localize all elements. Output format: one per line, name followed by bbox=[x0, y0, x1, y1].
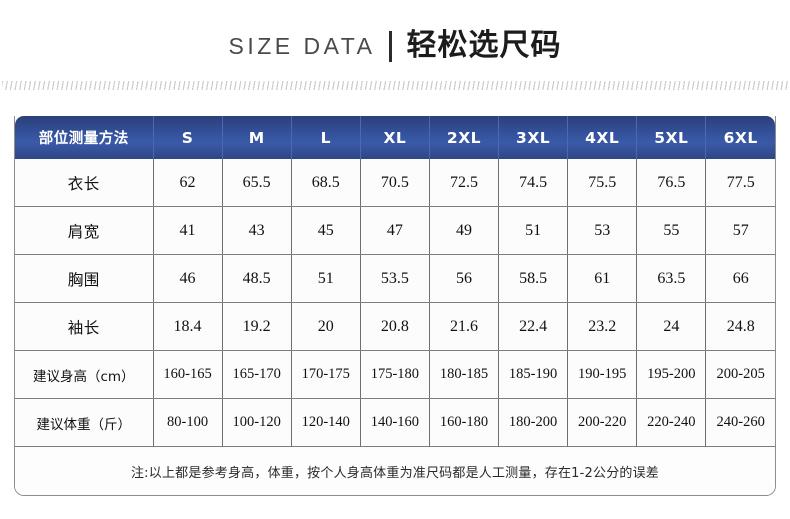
tick-divider-pattern bbox=[2, 80, 788, 90]
table-cell: 77.5 bbox=[705, 159, 775, 207]
table-cell: 63.5 bbox=[636, 254, 707, 303]
table-cell: 100-120 bbox=[221, 398, 292, 447]
table-cell: 200-220 bbox=[567, 398, 638, 447]
header-cell-label: 部位测量方法 bbox=[15, 116, 154, 159]
table-cell: 160-180 bbox=[428, 398, 500, 447]
table-cell: 68.5 bbox=[290, 159, 361, 207]
table-cell: 200-205 bbox=[705, 350, 775, 399]
table-cell: 72.5 bbox=[428, 159, 500, 207]
header-cell-3xl: 3XL bbox=[498, 116, 569, 159]
row-label: 建议体重（斤） bbox=[15, 398, 154, 447]
size-table-body: 衣长 62 65.5 68.5 70.5 72.5 74.5 75.5 76.5… bbox=[15, 159, 775, 447]
header-cell-6xl: 6XL bbox=[705, 116, 775, 159]
table-cell: 185-190 bbox=[498, 350, 569, 399]
row-label: 袖长 bbox=[15, 302, 154, 351]
table-cell: 21.6 bbox=[428, 302, 500, 351]
header-cell-2xl: 2XL bbox=[428, 116, 500, 159]
table-cell: 220-240 bbox=[636, 398, 707, 447]
table-cell: 48.5 bbox=[221, 254, 292, 303]
table-cell: 180-185 bbox=[428, 350, 500, 399]
table-cell: 66 bbox=[705, 254, 775, 303]
row-label: 建议身高（cm） bbox=[15, 350, 154, 399]
table-cell: 51 bbox=[290, 254, 361, 303]
row-label: 胸围 bbox=[15, 254, 154, 303]
table-cell: 45 bbox=[290, 206, 361, 255]
table-cell: 19.2 bbox=[221, 302, 292, 351]
table-cell: 49 bbox=[428, 206, 500, 255]
table-cell: 41 bbox=[152, 206, 223, 255]
table-cell: 140-160 bbox=[359, 398, 430, 447]
table-cell: 22.4 bbox=[498, 302, 569, 351]
table-cell: 58.5 bbox=[498, 254, 569, 303]
header-cell-s: S bbox=[152, 116, 223, 159]
table-cell: 55 bbox=[636, 206, 707, 255]
table-cell: 160-165 bbox=[152, 350, 223, 399]
table-cell: 76.5 bbox=[636, 159, 707, 207]
row-label: 衣长 bbox=[15, 159, 154, 207]
table-cell: 62 bbox=[152, 159, 223, 207]
table-cell: 53 bbox=[567, 206, 638, 255]
size-table-head: 部位测量方法 S M L XL 2XL 3XL 4XL 5XL 6XL bbox=[15, 116, 775, 159]
table-cell: 56 bbox=[428, 254, 500, 303]
table-cell: 240-260 bbox=[705, 398, 775, 447]
table-cell: 57 bbox=[705, 206, 775, 255]
table-cell: 43 bbox=[221, 206, 292, 255]
table-cell: 24.8 bbox=[705, 302, 775, 351]
table-cell: 61 bbox=[567, 254, 638, 303]
table-cell: 190-195 bbox=[567, 350, 638, 399]
table-cell: 74.5 bbox=[498, 159, 569, 207]
size-table-foot: 注:以上都是参考身高，体重，按个人身高体重为准尺码都是人工测量，存在1-2公分的… bbox=[15, 446, 775, 495]
title-english: SIZE DATA bbox=[228, 32, 376, 59]
size-table-container: 部位测量方法 S M L XL 2XL 3XL 4XL 5XL 6XL 衣长 6… bbox=[14, 116, 776, 496]
table-row: 建议身高（cm） 160-165 165-170 170-175 175-180… bbox=[15, 350, 775, 399]
table-cell: 20 bbox=[290, 302, 361, 351]
table-header-row: 部位测量方法 S M L XL 2XL 3XL 4XL 5XL 6XL bbox=[15, 116, 775, 159]
size-table: 部位测量方法 S M L XL 2XL 3XL 4XL 5XL 6XL 衣长 6… bbox=[15, 116, 775, 495]
table-cell: 53.5 bbox=[359, 254, 430, 303]
table-cell: 20.8 bbox=[359, 302, 430, 351]
row-label: 肩宽 bbox=[15, 206, 154, 255]
table-row: 胸围 46 48.5 51 53.5 56 58.5 61 63.5 66 bbox=[15, 254, 775, 303]
header-cell-l: L bbox=[290, 116, 361, 159]
table-cell: 18.4 bbox=[152, 302, 223, 351]
table-cell: 47 bbox=[359, 206, 430, 255]
table-row: 肩宽 41 43 45 47 49 51 53 55 57 bbox=[15, 206, 775, 255]
table-cell: 24 bbox=[636, 302, 707, 351]
measurement-note: 注:以上都是参考身高，体重，按个人身高体重为准尺码都是人工测量，存在1-2公分的… bbox=[15, 446, 775, 495]
table-row: 袖长 18.4 19.2 20 20.8 21.6 22.4 23.2 24 2… bbox=[15, 302, 775, 351]
table-cell: 165-170 bbox=[221, 350, 292, 399]
title-chinese: 轻松选尺码 bbox=[406, 28, 562, 63]
page-title: SIZE DATA 轻松选尺码 bbox=[0, 0, 790, 78]
table-cell: 80-100 bbox=[152, 398, 223, 447]
table-cell: 170-175 bbox=[290, 350, 361, 399]
table-row: 建议体重（斤） 80-100 100-120 120-140 140-160 1… bbox=[15, 398, 775, 447]
tick-divider bbox=[2, 78, 788, 92]
table-cell: 51 bbox=[498, 206, 569, 255]
title-separator-bar bbox=[389, 30, 393, 62]
table-cell: 195-200 bbox=[636, 350, 707, 399]
table-cell: 70.5 bbox=[359, 159, 430, 207]
header-cell-m: M bbox=[221, 116, 292, 159]
table-cell: 23.2 bbox=[567, 302, 638, 351]
header-cell-xl: XL bbox=[359, 116, 430, 159]
table-cell: 46 bbox=[152, 254, 223, 303]
table-row: 衣长 62 65.5 68.5 70.5 72.5 74.5 75.5 76.5… bbox=[15, 159, 775, 207]
table-cell: 75.5 bbox=[567, 159, 638, 207]
header-cell-4xl: 4XL bbox=[567, 116, 638, 159]
note-row: 注:以上都是参考身高，体重，按个人身高体重为准尺码都是人工测量，存在1-2公分的… bbox=[15, 446, 775, 495]
table-cell: 175-180 bbox=[359, 350, 430, 399]
table-cell: 180-200 bbox=[498, 398, 569, 447]
header-cell-5xl: 5XL bbox=[636, 116, 707, 159]
table-cell: 120-140 bbox=[290, 398, 361, 447]
table-cell: 65.5 bbox=[221, 159, 292, 207]
